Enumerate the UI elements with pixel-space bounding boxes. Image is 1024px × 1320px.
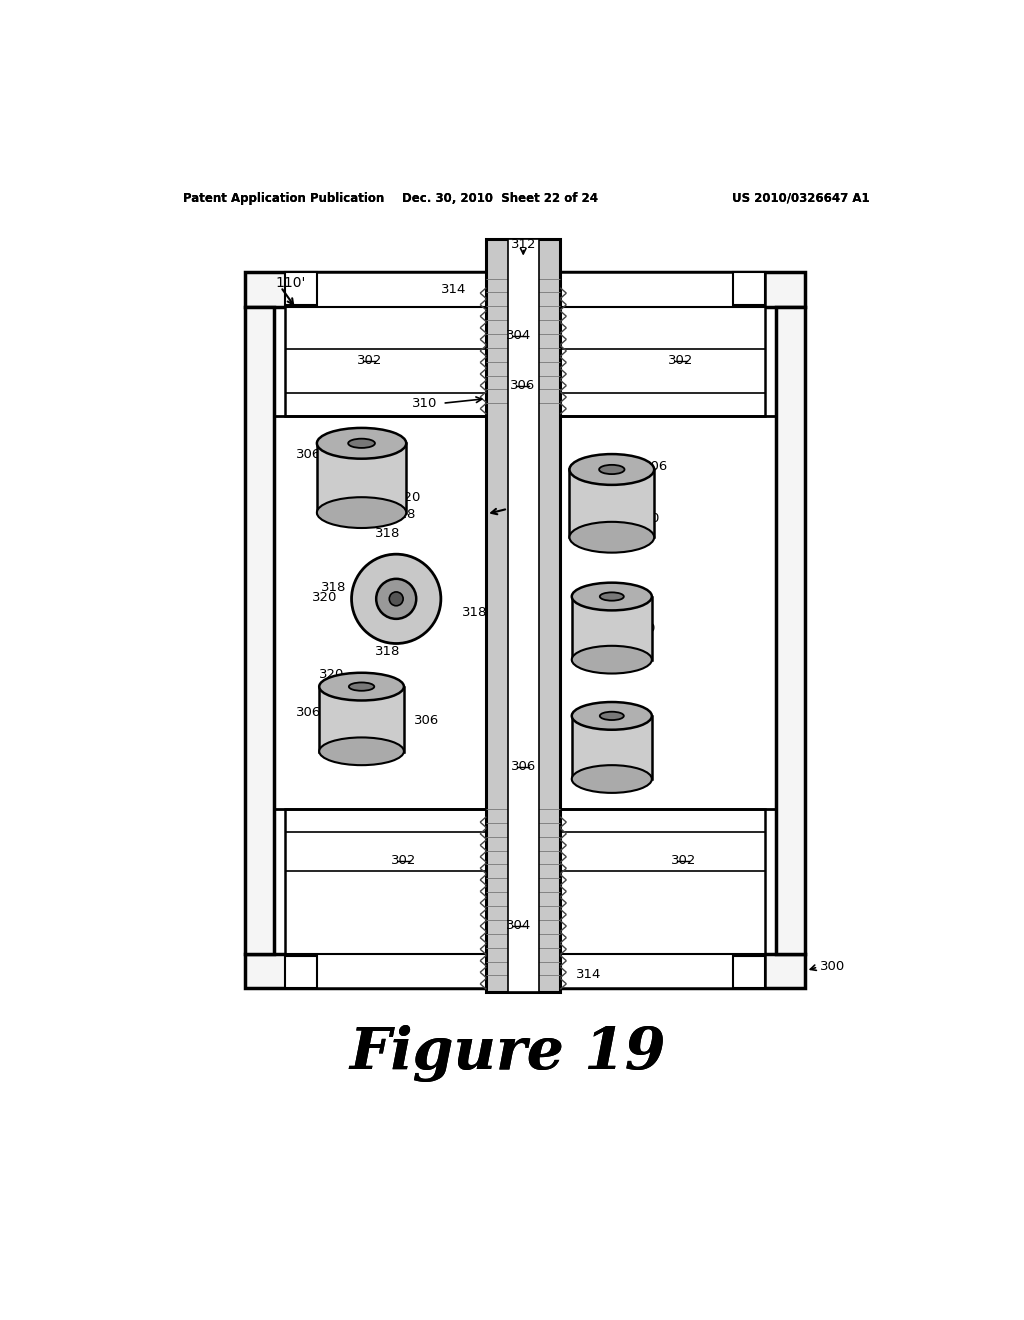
- Bar: [569, 470, 654, 537]
- Text: 302: 302: [391, 854, 417, 867]
- Text: 306: 306: [511, 760, 536, 774]
- Text: Patent Application Publication: Patent Application Publication: [183, 191, 384, 205]
- Text: 318: 318: [321, 581, 346, 594]
- Ellipse shape: [600, 711, 624, 719]
- Text: US 2010/0326647 A1: US 2010/0326647 A1: [732, 191, 869, 205]
- Bar: [733, 956, 765, 989]
- Text: 318: 318: [376, 644, 400, 657]
- Text: Dec. 30, 2010  Sheet 22 of 24: Dec. 30, 2010 Sheet 22 of 24: [402, 191, 598, 205]
- Text: 306: 306: [510, 379, 536, 392]
- Text: 306: 306: [296, 449, 321, 462]
- Ellipse shape: [571, 582, 652, 610]
- Ellipse shape: [571, 766, 652, 793]
- Bar: [776, 308, 805, 954]
- Ellipse shape: [316, 498, 407, 528]
- Bar: [245, 954, 805, 989]
- Ellipse shape: [569, 521, 654, 553]
- Text: 306: 306: [643, 459, 669, 473]
- Text: 312: 312: [511, 238, 536, 251]
- Ellipse shape: [571, 702, 652, 730]
- Text: 304: 304: [506, 329, 531, 342]
- Bar: [285, 956, 316, 989]
- Bar: [508, 239, 539, 991]
- Text: 320: 320: [631, 622, 656, 635]
- Text: 320: 320: [311, 591, 337, 603]
- Bar: [245, 308, 273, 954]
- Bar: [733, 272, 765, 305]
- Text: 320: 320: [635, 512, 660, 525]
- Bar: [571, 715, 652, 779]
- Text: 318: 318: [391, 508, 416, 520]
- Bar: [486, 239, 560, 991]
- Bar: [285, 272, 765, 416]
- Bar: [319, 686, 403, 752]
- Ellipse shape: [571, 645, 652, 673]
- Ellipse shape: [599, 465, 625, 474]
- Text: 320: 320: [396, 491, 422, 504]
- Bar: [285, 809, 765, 989]
- Text: US 2010/0326647 A1: US 2010/0326647 A1: [732, 191, 869, 205]
- Circle shape: [376, 579, 416, 619]
- Circle shape: [389, 591, 403, 606]
- Bar: [245, 272, 805, 308]
- Text: Dec. 30, 2010  Sheet 22 of 24: Dec. 30, 2010 Sheet 22 of 24: [402, 191, 598, 205]
- Text: 310: 310: [412, 397, 437, 409]
- Bar: [571, 597, 652, 660]
- Text: 320: 320: [319, 668, 345, 681]
- Bar: [316, 444, 407, 512]
- Text: 302: 302: [669, 354, 694, 367]
- Ellipse shape: [349, 682, 374, 690]
- Text: Figure 19: Figure 19: [349, 1026, 666, 1082]
- Text: 314: 314: [441, 282, 467, 296]
- Text: 302: 302: [671, 854, 696, 867]
- Ellipse shape: [600, 593, 624, 601]
- Text: Figure 19: Figure 19: [349, 1026, 666, 1082]
- Text: 300: 300: [819, 961, 845, 973]
- Ellipse shape: [316, 428, 407, 459]
- Circle shape: [351, 554, 441, 644]
- Text: Patent Application Publication: Patent Application Publication: [183, 191, 384, 205]
- Ellipse shape: [569, 454, 654, 484]
- Text: 110': 110': [275, 276, 306, 290]
- Text: 306: 306: [414, 714, 439, 727]
- Text: 302: 302: [356, 354, 382, 367]
- Ellipse shape: [319, 738, 403, 766]
- Text: 318: 318: [584, 610, 608, 622]
- Ellipse shape: [348, 438, 375, 447]
- Bar: [285, 272, 316, 305]
- Text: 306: 306: [296, 706, 321, 719]
- Text: 304: 304: [506, 919, 531, 932]
- Text: 318: 318: [381, 690, 407, 704]
- Text: 314: 314: [577, 968, 601, 981]
- Text: 318: 318: [376, 527, 400, 540]
- Ellipse shape: [319, 673, 403, 701]
- Text: 318: 318: [462, 606, 487, 619]
